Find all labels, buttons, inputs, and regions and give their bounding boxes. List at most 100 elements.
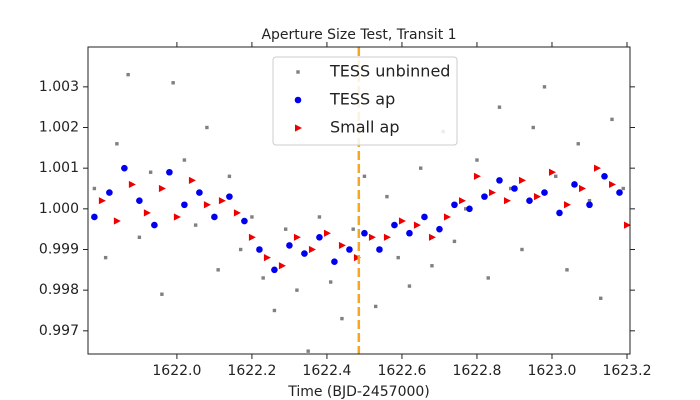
point	[610, 117, 614, 122]
point	[413, 221, 421, 229]
point	[216, 268, 220, 272]
point	[391, 221, 398, 229]
chart-title: Aperture Size Test, Transit 1	[261, 27, 456, 43]
point	[113, 217, 121, 225]
point	[323, 229, 331, 237]
point	[250, 215, 254, 219]
point	[128, 180, 136, 189]
point	[601, 173, 608, 180]
point	[443, 213, 451, 221]
point	[293, 233, 301, 241]
y-tick-label: 0.997	[39, 323, 79, 339]
y-tick-label: 1.001	[39, 160, 79, 176]
point	[188, 176, 196, 184]
x-tick-label: 1622.6	[377, 363, 426, 379]
point	[316, 233, 323, 241]
point	[261, 276, 265, 280]
point	[563, 201, 571, 209]
y-tick-label: 0.999	[39, 241, 79, 257]
point	[578, 184, 586, 193]
point	[160, 292, 164, 296]
y-tick-label: 0.998	[39, 282, 79, 298]
point	[115, 142, 119, 146]
point	[272, 308, 277, 313]
point	[148, 170, 153, 174]
point	[173, 213, 181, 221]
point	[571, 181, 578, 188]
point	[283, 227, 288, 231]
point	[593, 164, 601, 172]
point	[541, 189, 548, 196]
point	[509, 186, 513, 191]
point	[486, 276, 490, 280]
point	[203, 201, 211, 209]
point	[458, 197, 466, 205]
point	[317, 215, 322, 219]
point	[346, 246, 353, 253]
point	[205, 125, 209, 130]
point	[137, 235, 142, 239]
point	[256, 246, 263, 253]
point	[136, 197, 143, 205]
x-tick-label: 1622.2	[227, 363, 276, 379]
point	[271, 266, 278, 274]
point	[496, 177, 503, 184]
point	[181, 201, 188, 209]
point	[436, 225, 443, 233]
point	[143, 209, 151, 217]
point	[481, 193, 488, 200]
point	[586, 201, 593, 209]
x-tick-label: 1623.2	[602, 363, 651, 379]
point	[503, 197, 511, 205]
point	[452, 239, 457, 244]
x-tick-label: 1622.0	[152, 363, 201, 379]
point	[340, 316, 344, 321]
point	[621, 186, 625, 191]
point	[278, 262, 286, 270]
point	[466, 205, 473, 213]
point	[226, 193, 233, 200]
point	[308, 245, 316, 254]
point	[385, 194, 389, 199]
point	[608, 180, 616, 189]
point	[182, 158, 187, 162]
point	[196, 189, 203, 196]
point	[398, 217, 406, 225]
point	[331, 258, 338, 265]
plot-frame	[87, 46, 631, 355]
point	[419, 166, 423, 170]
point	[407, 284, 412, 288]
point	[328, 280, 333, 284]
point	[121, 164, 128, 172]
point	[623, 221, 631, 229]
x-tick-label: 1622.8	[452, 363, 501, 379]
point	[428, 233, 436, 241]
point	[616, 189, 623, 196]
point	[211, 213, 218, 221]
point	[103, 255, 108, 260]
point	[368, 233, 376, 241]
legend-label: Small ap	[330, 118, 399, 137]
point	[565, 268, 569, 272]
point	[406, 229, 413, 237]
point	[151, 221, 158, 229]
legend-marker	[294, 96, 302, 104]
point	[171, 81, 175, 85]
point	[227, 174, 232, 179]
point	[488, 188, 496, 197]
point	[106, 189, 113, 196]
point	[473, 172, 481, 180]
legend-box	[272, 56, 458, 146]
y-tick-label: 1.003	[39, 79, 79, 95]
point	[430, 264, 434, 268]
point	[233, 209, 241, 217]
point	[576, 142, 580, 146]
point	[166, 168, 173, 176]
point	[396, 255, 400, 260]
point	[158, 184, 166, 193]
point	[306, 349, 310, 353]
point	[351, 227, 355, 231]
point	[587, 199, 592, 203]
legend-label: TESS unbinned	[329, 62, 450, 81]
point	[238, 247, 243, 252]
